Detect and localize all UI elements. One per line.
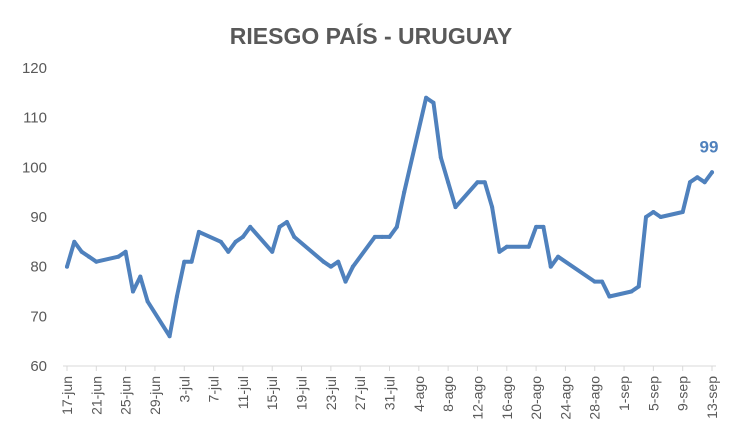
y-axis: 60 70 80 90 100 110 120 bbox=[22, 60, 47, 375]
series-line-0 bbox=[65, 95, 714, 339]
x-tick-label-1: 21-jun bbox=[88, 376, 104, 415]
data-point bbox=[138, 274, 143, 279]
data-point bbox=[79, 249, 84, 254]
data-point bbox=[226, 249, 231, 254]
data-point bbox=[248, 224, 253, 229]
y-tick-label-4: 100 bbox=[22, 159, 47, 176]
data-point bbox=[482, 180, 487, 185]
data-point bbox=[196, 229, 201, 234]
x-tick-label-13: 8-ago bbox=[440, 376, 456, 412]
x-tick-label-15: 16-ago bbox=[499, 376, 515, 420]
x-tick-label-20: 5-sep bbox=[645, 376, 661, 411]
data-point bbox=[167, 334, 172, 339]
data-point bbox=[438, 155, 443, 160]
chart-title: RIESGO PAÍS - URUGUAY bbox=[230, 22, 512, 49]
data-point bbox=[497, 249, 502, 254]
data-point bbox=[394, 224, 399, 229]
data-point bbox=[182, 259, 187, 264]
data-point bbox=[284, 219, 289, 224]
data-point bbox=[72, 239, 77, 244]
data-point bbox=[402, 190, 407, 195]
data-point bbox=[710, 170, 714, 175]
x-tick-label-21: 9-sep bbox=[675, 376, 691, 411]
data-point bbox=[702, 180, 707, 185]
data-point bbox=[453, 205, 458, 210]
y-tick-label-5: 110 bbox=[23, 110, 47, 127]
x-axis: 17-jun 21-jun 25-jun 29-jun 3-jul 7-jul 11-jul… bbox=[59, 365, 720, 420]
data-point bbox=[534, 224, 539, 229]
x-tick-label-12: 4-ago bbox=[411, 376, 427, 412]
x-tick-label-7: 15-jul bbox=[264, 376, 280, 410]
data-point bbox=[270, 249, 275, 254]
data-point bbox=[600, 279, 605, 284]
data-point bbox=[644, 215, 649, 219]
data-point bbox=[218, 239, 223, 244]
data-point bbox=[343, 279, 348, 284]
data-point bbox=[556, 254, 561, 259]
data-point bbox=[446, 180, 451, 185]
x-tick-label-9: 23-jul bbox=[323, 376, 339, 410]
x-tick-label-14: 12-ago bbox=[469, 376, 485, 420]
data-point bbox=[130, 289, 135, 294]
y-tick-label-0: 60 bbox=[30, 358, 47, 375]
x-tick-label-2: 25-jun bbox=[118, 376, 134, 415]
y-tick-label-2: 80 bbox=[30, 259, 47, 276]
data-point bbox=[629, 289, 634, 294]
x-tick-label-18: 28-ago bbox=[587, 376, 603, 420]
data-point bbox=[475, 180, 480, 185]
x-tick-label-19: 1-sep bbox=[616, 376, 632, 411]
data-point bbox=[145, 299, 150, 304]
data-point bbox=[387, 234, 392, 239]
data-point bbox=[86, 254, 91, 259]
data-point bbox=[636, 284, 641, 289]
series-layer: 99 bbox=[65, 95, 719, 339]
x-tick-label-4: 3-jul bbox=[176, 376, 192, 402]
data-point bbox=[174, 294, 179, 299]
x-tick-label-5: 7-jul bbox=[206, 376, 222, 402]
data-point bbox=[658, 215, 663, 219]
x-tick-label-3: 29-jun bbox=[147, 376, 163, 415]
data-point bbox=[65, 264, 69, 269]
x-tick-label-6: 11-jul bbox=[235, 376, 251, 409]
data-point bbox=[328, 264, 333, 269]
x-tick-label-22: 13-sep bbox=[704, 376, 720, 419]
data-point bbox=[541, 224, 546, 229]
x-tick-label-10: 27-jul bbox=[352, 376, 368, 410]
data-point bbox=[189, 259, 194, 264]
data-point bbox=[123, 249, 128, 254]
data-point bbox=[277, 224, 282, 229]
data-point bbox=[548, 264, 553, 269]
data-point bbox=[233, 239, 238, 244]
data-point bbox=[372, 234, 377, 239]
x-tick-label-11: 31-jul bbox=[382, 376, 398, 410]
data-point bbox=[504, 244, 509, 249]
y-tick-label-3: 90 bbox=[30, 209, 47, 226]
data-point bbox=[94, 259, 99, 264]
data-point bbox=[680, 210, 685, 215]
data-point bbox=[424, 95, 429, 100]
data-point bbox=[490, 205, 495, 210]
x-tick-label-8: 19-jul bbox=[294, 376, 310, 410]
y-tick-label-1: 70 bbox=[30, 308, 47, 325]
data-point bbox=[607, 294, 612, 299]
data-point bbox=[321, 259, 326, 264]
data-point bbox=[526, 244, 531, 249]
x-tick-label-17: 24-ago bbox=[557, 376, 573, 420]
data-point bbox=[292, 234, 297, 239]
end-value-label: 99 bbox=[700, 137, 719, 156]
data-point bbox=[116, 254, 121, 259]
x-tick-label-16: 20-ago bbox=[528, 376, 544, 420]
data-point bbox=[350, 264, 355, 269]
x-tick-label-0: 17-jun bbox=[59, 376, 75, 415]
data-point bbox=[380, 234, 385, 239]
data-point bbox=[240, 234, 245, 239]
data-point bbox=[651, 210, 656, 215]
y-tick-label-6: 120 bbox=[22, 60, 47, 77]
data-point bbox=[695, 175, 700, 180]
data-point bbox=[336, 259, 341, 264]
data-point bbox=[688, 180, 693, 185]
data-point bbox=[592, 279, 597, 284]
data-point bbox=[431, 100, 436, 105]
